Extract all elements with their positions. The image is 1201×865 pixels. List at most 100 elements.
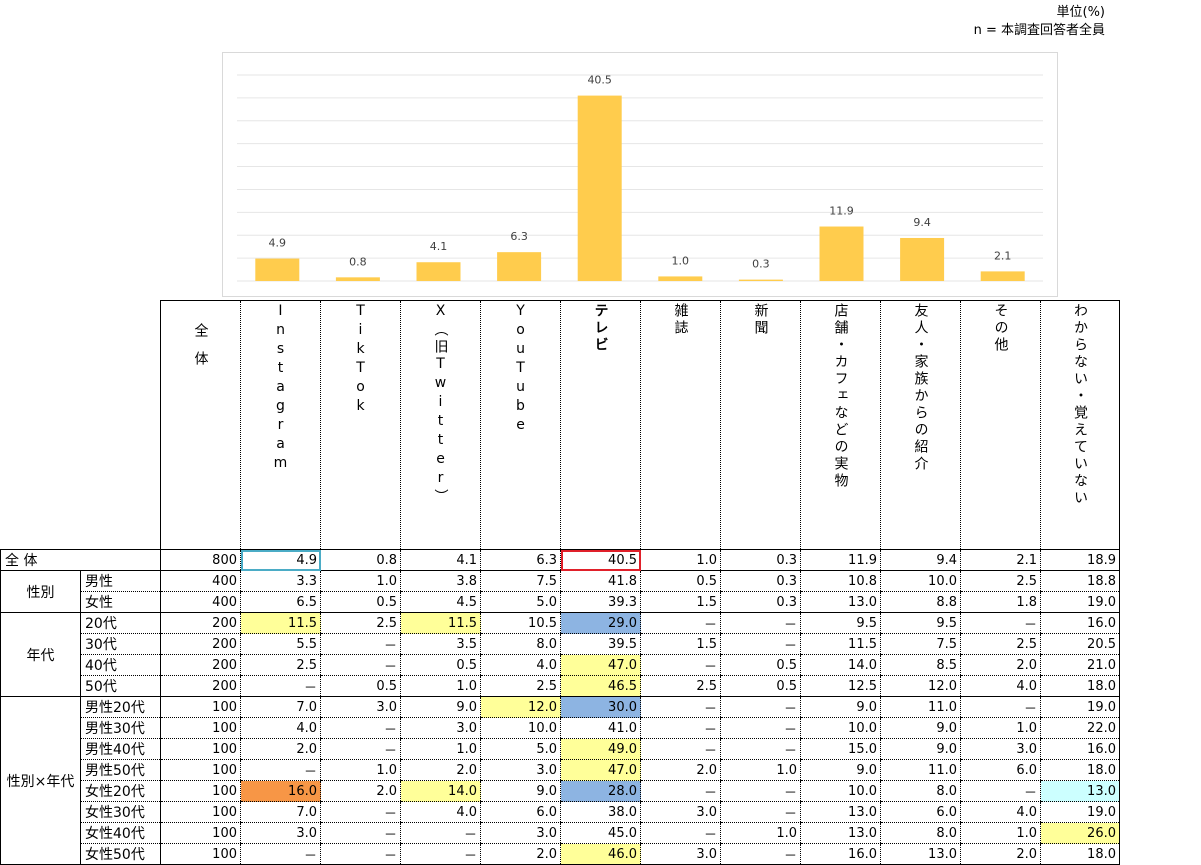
cell-value: 2.5 (320, 612, 401, 634)
cell-value: － (640, 822, 721, 844)
cell-value: 19.0 (1040, 696, 1120, 718)
cell-value: － (640, 654, 721, 676)
cell-value: － (320, 633, 401, 655)
cell-value: 2.0 (240, 738, 321, 760)
cell-value: － (640, 696, 721, 718)
cell-value: 15.0 (800, 738, 881, 760)
row-label: 女性20代 (80, 780, 161, 802)
cell-value: 41.8 (560, 570, 641, 592)
cell-value: － (320, 801, 401, 823)
cell-value: 16.0 (1040, 738, 1120, 760)
cell-value: 3.3 (240, 570, 321, 592)
cell-value: 2.0 (960, 843, 1041, 865)
cell-value: 13.0 (800, 591, 881, 613)
cell-value: － (720, 717, 801, 739)
cell-value: 12.5 (800, 675, 881, 697)
cell-value: 14.0 (400, 780, 481, 802)
cell-value: 13.0 (880, 843, 961, 865)
cell-value: 4.9 (240, 549, 321, 571)
cell-value: 13.0 (1040, 780, 1120, 802)
cell-value: 8.5 (880, 654, 961, 676)
cell-value: 47.0 (560, 654, 641, 676)
cell-value: － (400, 822, 481, 844)
cell-value: 1.0 (320, 759, 401, 781)
cell-value: 11.5 (800, 633, 881, 655)
table-row: 女性50代 100 －－－ 2.0 46.0 3.0 － 16.0 13.0 2.0 18.0 (1, 843, 1120, 865)
cell-n: 200 (160, 654, 241, 676)
cell-value: 12.0 (880, 675, 961, 697)
cell-value: 1.8 (960, 591, 1041, 613)
cell-n: 400 (160, 570, 241, 592)
cell-value: 9.0 (800, 696, 881, 718)
cell-value: 2.0 (400, 759, 481, 781)
table-row: 年代 20代 200 11.5 2.5 11.5 10.5 29.0 －－ 9.5 9.5 － 16.0 (0, 612, 1120, 697)
cell-value: － (320, 654, 401, 676)
cell-value: 2.0 (320, 780, 401, 802)
table-row: 女性30代 100 7.0 － 4.0 6.0 38.0 3.0 － 13.0 6.0 4.0 19.0 (1, 801, 1120, 823)
cell-value: 2.0 (960, 654, 1041, 676)
bar-1 (335, 277, 380, 281)
cell-value: 39.5 (560, 633, 641, 655)
bar-6 (738, 279, 783, 281)
cell-value: 3.0 (400, 717, 481, 739)
cell-value: 3.0 (320, 696, 401, 718)
cell-value: 0.8 (320, 549, 401, 571)
cell-value: 1.0 (640, 549, 721, 571)
group-label: 年代 (0, 612, 81, 697)
cell-value: 8.8 (880, 591, 961, 613)
cell-value: 18.0 (1040, 759, 1120, 781)
cell-value: 12.0 (480, 696, 561, 718)
cell-value: 9.0 (880, 738, 961, 760)
cell-value: 46.0 (560, 843, 641, 865)
cell-value: － (960, 780, 1041, 802)
table-row: 男性40代 100 2.0 － 1.0 5.0 49.0 －－ 15.0 9.0 3.0 16.0 (1, 738, 1120, 760)
cell-value: 21.0 (1040, 654, 1120, 676)
header-other: その他 (960, 300, 1041, 550)
cell-value: 18.0 (1040, 675, 1120, 697)
n-label: n = 本調査回答者全員 (973, 23, 1105, 38)
cell-value: 0.5 (640, 570, 721, 592)
bar-0 (255, 258, 300, 281)
bar-value-label-2: 4.1 (430, 240, 448, 253)
cell-value: 1.0 (720, 759, 801, 781)
cell-value: － (960, 696, 1041, 718)
cell-value: 3.8 (400, 570, 481, 592)
cell-value: － (320, 738, 401, 760)
table-row: 50代 200 － 0.5 1.0 2.5 46.5 2.5 0.5 12.5 12.0 4.0 18.… (1, 675, 1120, 697)
header-store: 店舗・カフェなどの実物 (800, 300, 881, 550)
cell-value: 2.5 (960, 633, 1041, 655)
cell-value: 26.0 (1040, 822, 1120, 844)
cell-value: 19.0 (1040, 801, 1120, 823)
cell-value: 18.8 (1040, 570, 1120, 592)
row-label: 男性50代 (80, 759, 161, 781)
cell-value: 1.0 (960, 822, 1041, 844)
row-label: 女性 (80, 591, 161, 613)
cell-value: 1.0 (400, 738, 481, 760)
header-tiktok: TikTok (320, 300, 401, 550)
cell-value: 7.5 (480, 570, 561, 592)
cell-value: 6.3 (480, 549, 561, 571)
cell-value: 22.0 (1040, 717, 1120, 739)
cell-n: 400 (160, 591, 241, 613)
row-label: 20代 (80, 612, 161, 634)
cell-value: － (720, 696, 801, 718)
cell-value: 19.0 (1040, 591, 1120, 613)
row-label: 女性50代 (80, 843, 161, 865)
header-youtube: YouTube (480, 300, 561, 550)
cell-value: 3.0 (240, 822, 321, 844)
cell-value: 9.5 (880, 612, 961, 634)
cell-value: 20.5 (1040, 633, 1120, 655)
cell-value: － (960, 612, 1041, 634)
table-row: 男性50代 100 － 1.0 2.0 3.0 47.0 2.0 1.0 9.0 11.0 6.0 18… (1, 759, 1120, 781)
cell-value: 16.0 (800, 843, 881, 865)
cell-value: 16.0 (1040, 612, 1120, 634)
cell-value: 2.5 (240, 654, 321, 676)
cell-n: 800 (160, 549, 241, 571)
cell-n: 100 (160, 780, 241, 802)
cell-value: 3.0 (960, 738, 1041, 760)
cell-value: 14.0 (800, 654, 881, 676)
cell-value: 2.1 (960, 549, 1041, 571)
row-label: 女性30代 (80, 801, 161, 823)
cell-value: 2.0 (640, 759, 721, 781)
table-row-total: 全 体 800 4.9 0.8 4.1 6.3 40.5 1.0 0.3 11.9 9.4 2.1 18… (0, 549, 1120, 571)
